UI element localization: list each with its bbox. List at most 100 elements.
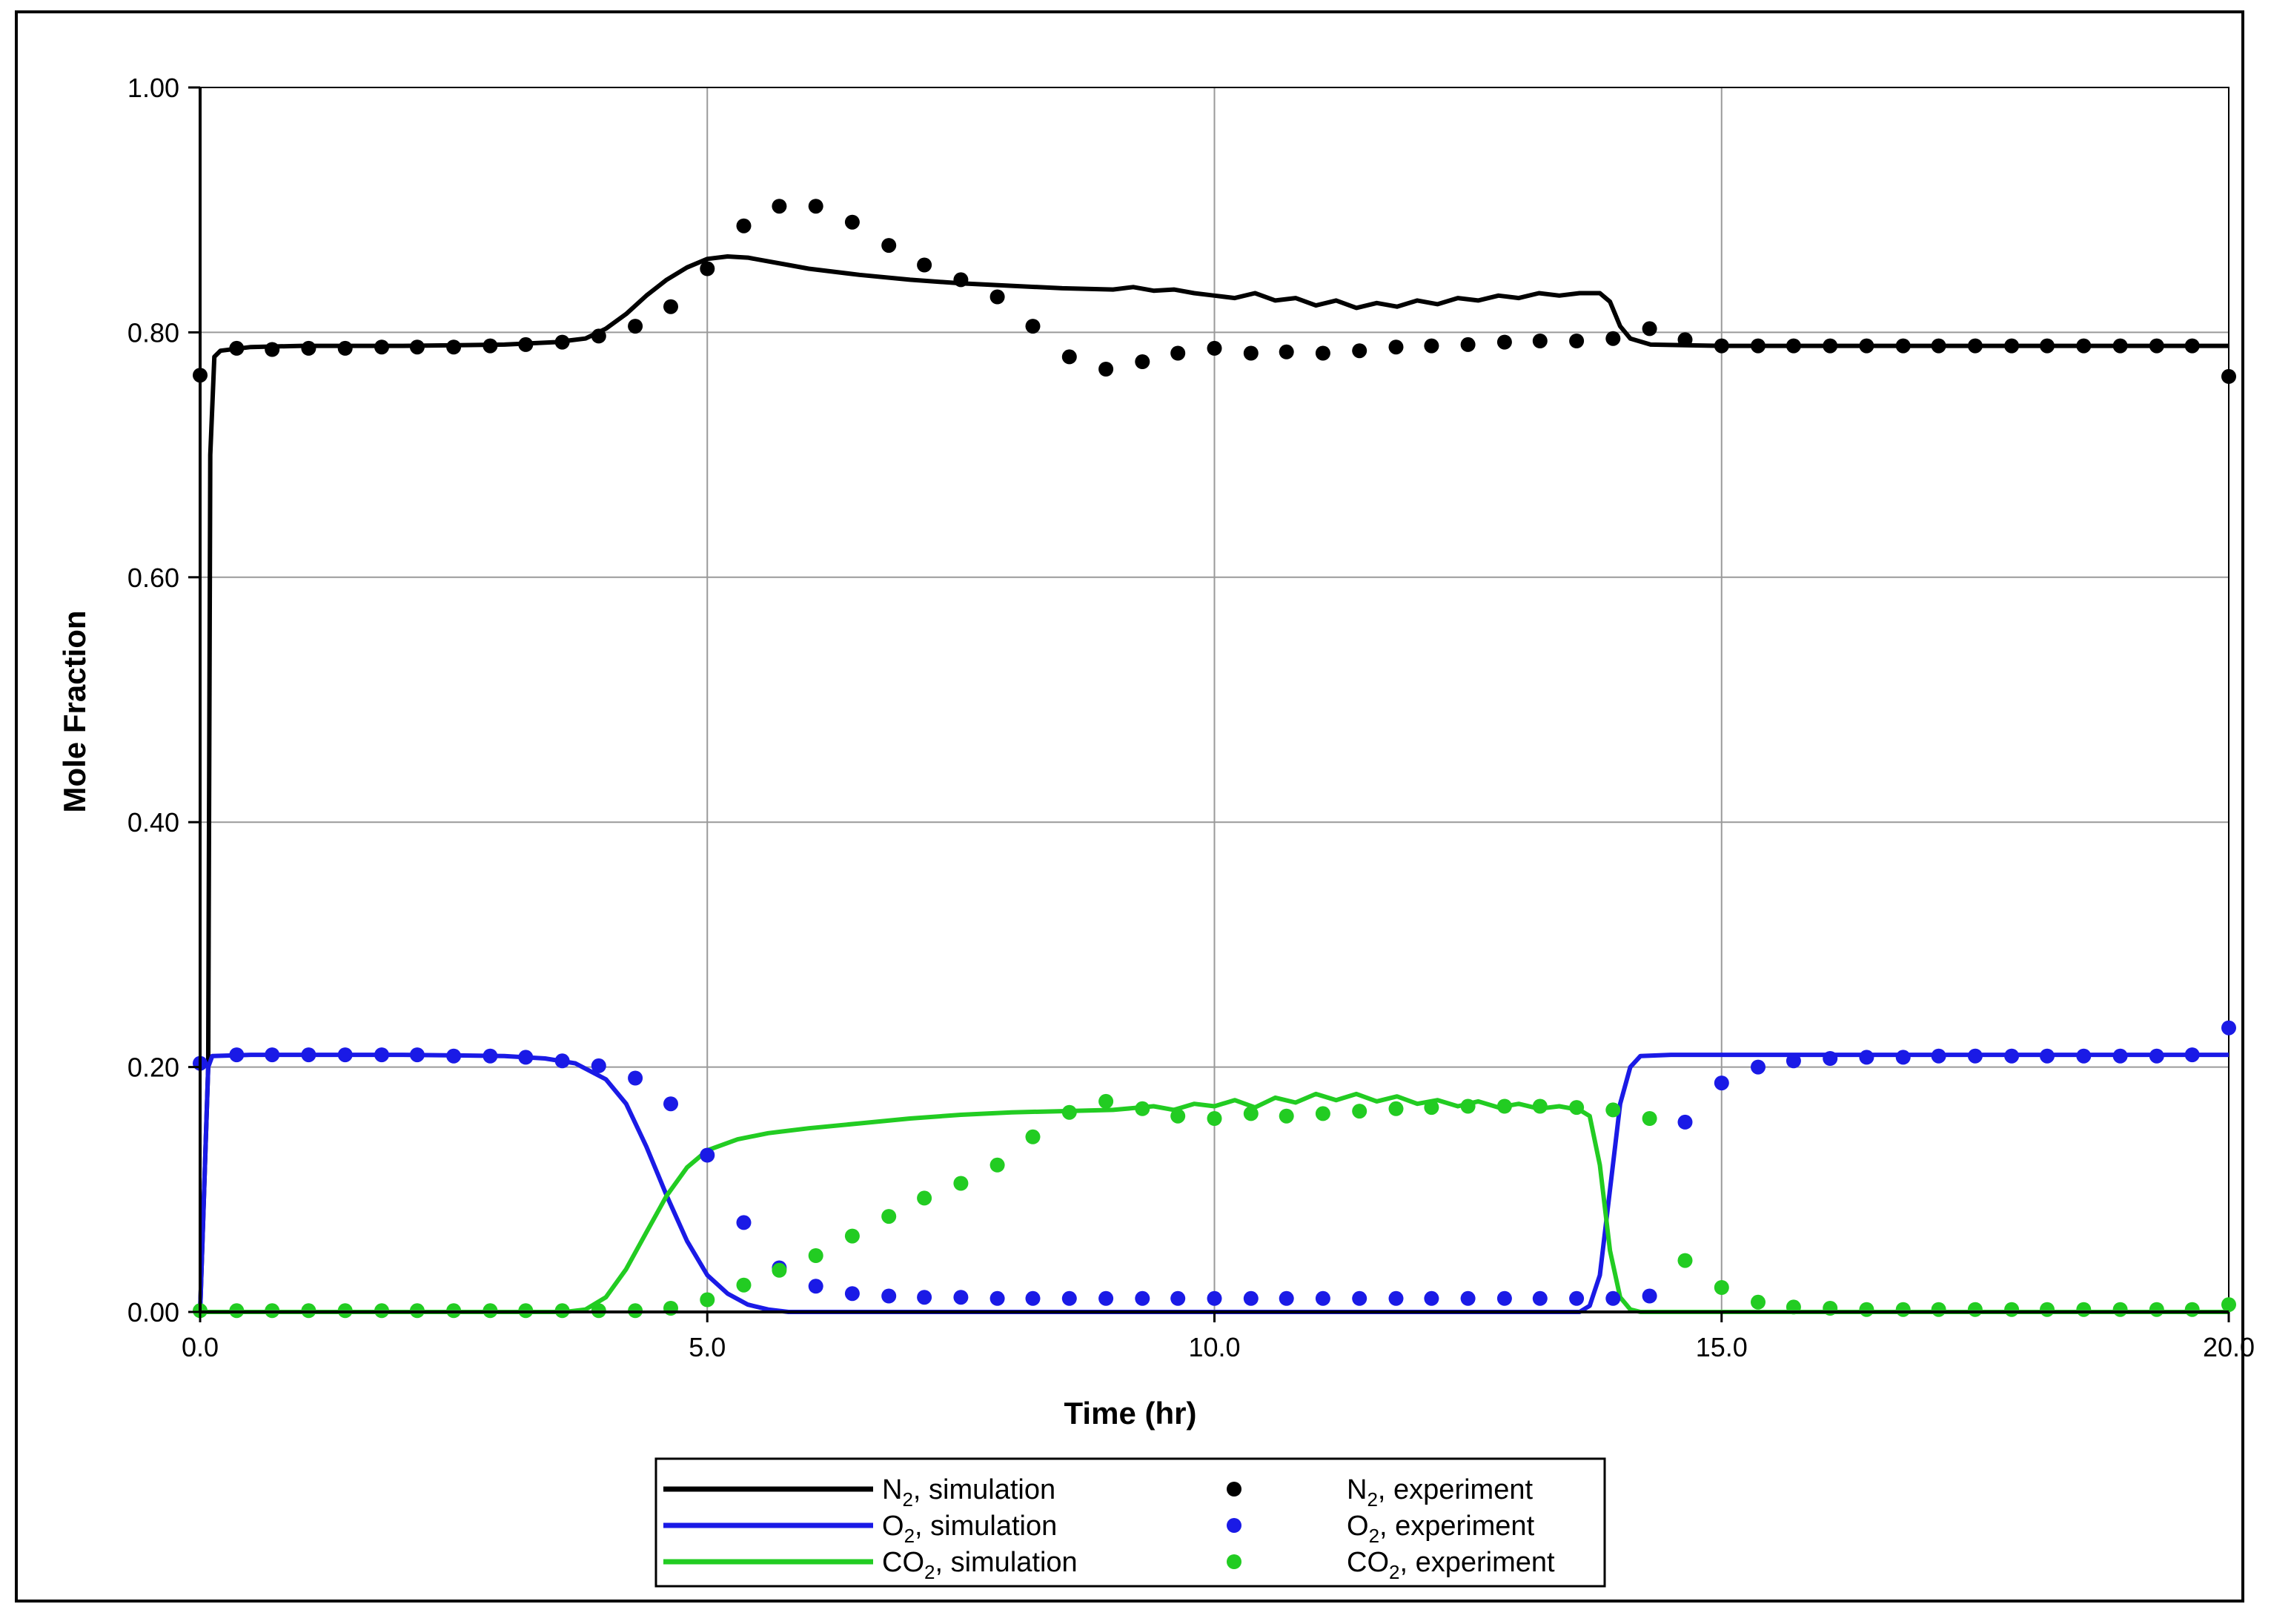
data-point-co2-experiment bbox=[917, 1190, 932, 1206]
data-point-n2-experiment bbox=[628, 319, 643, 334]
legend-label: CO2, simulation bbox=[882, 1547, 1078, 1583]
data-point-co2-experiment bbox=[1605, 1102, 1621, 1118]
y-tick-label: 1.00 bbox=[127, 73, 179, 103]
data-point-co2-experiment bbox=[844, 1228, 860, 1244]
data-point-n2-experiment bbox=[1751, 338, 1766, 354]
data-point-o2-experiment bbox=[1388, 1290, 1404, 1306]
data-point-o2-experiment bbox=[700, 1147, 715, 1163]
data-point-o2-experiment bbox=[2004, 1048, 2020, 1064]
data-point-o2-experiment bbox=[229, 1047, 245, 1063]
data-point-co2-experiment bbox=[1532, 1098, 1548, 1114]
data-point-n2-experiment bbox=[1061, 349, 1077, 365]
data-point-co2-experiment bbox=[1677, 1253, 1693, 1268]
data-point-co2-experiment bbox=[953, 1176, 969, 1191]
data-point-n2-experiment bbox=[1496, 334, 1512, 350]
data-point-o2-experiment bbox=[736, 1215, 752, 1230]
data-point-n2-experiment bbox=[2040, 338, 2055, 354]
data-point-n2-experiment bbox=[554, 334, 570, 350]
data-point-o2-experiment bbox=[628, 1070, 643, 1086]
data-point-n2-experiment bbox=[2149, 338, 2164, 354]
data-point-n2-experiment bbox=[2221, 368, 2236, 384]
data-point-o2-experiment bbox=[1605, 1290, 1621, 1306]
data-point-n2-experiment bbox=[409, 339, 425, 355]
data-point-co2-experiment bbox=[1931, 1302, 1946, 1317]
grid bbox=[200, 87, 2229, 1312]
axes: 0.0 5.0 10.0 15.0 20.0 0.00 0.20 0.40 0.60 0.80 1.… bbox=[127, 73, 2255, 1362]
data-point-co2-experiment bbox=[1424, 1100, 1439, 1116]
data-point-co2-experiment bbox=[1895, 1302, 1911, 1317]
data-point-o2-experiment bbox=[2040, 1048, 2055, 1064]
data-point-co2-experiment bbox=[1315, 1106, 1330, 1121]
data-point-o2-experiment bbox=[1823, 1051, 1838, 1066]
data-point-co2-experiment bbox=[1135, 1101, 1150, 1116]
data-point-o2-experiment bbox=[1532, 1290, 1548, 1306]
data-point-o2-experiment bbox=[1714, 1076, 1729, 1091]
data-point-n2-experiment bbox=[1677, 332, 1693, 348]
data-point-co2-experiment bbox=[2040, 1302, 2055, 1317]
legend-label: O2, simulation bbox=[882, 1511, 1057, 1547]
legend-dot-swatch bbox=[1227, 1518, 1241, 1533]
data-point-n2-experiment bbox=[1605, 331, 1621, 346]
series-layer bbox=[193, 199, 2236, 1319]
data-point-o2-experiment bbox=[337, 1047, 353, 1063]
x-tick-label: 5.0 bbox=[689, 1332, 726, 1362]
data-point-co2-experiment bbox=[989, 1157, 1005, 1173]
data-point-o2-experiment bbox=[554, 1053, 570, 1069]
data-point-n2-experiment bbox=[1859, 338, 1874, 354]
x-tick-label: 20.0 bbox=[2203, 1332, 2255, 1362]
data-point-co2-experiment bbox=[1061, 1104, 1077, 1120]
data-point-co2-experiment bbox=[736, 1277, 752, 1293]
series-line-n2-simulation bbox=[198, 254, 2229, 1313]
data-point-n2-experiment bbox=[1025, 319, 1041, 334]
data-point-o2-experiment bbox=[1207, 1290, 1222, 1306]
data-point-o2-experiment bbox=[1098, 1290, 1114, 1306]
data-point-o2-experiment bbox=[881, 1288, 897, 1304]
x-tick-label: 15.0 bbox=[1696, 1332, 1748, 1362]
data-point-n2-experiment bbox=[265, 342, 280, 357]
data-point-o2-experiment bbox=[989, 1290, 1005, 1306]
data-point-co2-experiment bbox=[2221, 1297, 2236, 1313]
y-tick-label: 0.80 bbox=[127, 317, 179, 348]
data-point-o2-experiment bbox=[1967, 1048, 1983, 1064]
data-point-n2-experiment bbox=[2004, 338, 2020, 354]
data-point-n2-experiment bbox=[1532, 334, 1548, 348]
data-point-n2-experiment bbox=[301, 340, 316, 356]
data-point-n2-experiment bbox=[2076, 338, 2092, 354]
data-point-co2-experiment bbox=[881, 1209, 897, 1224]
data-point-n2-experiment bbox=[1714, 338, 1729, 354]
data-point-co2-experiment bbox=[1279, 1108, 1294, 1124]
data-point-n2-experiment bbox=[1243, 345, 1259, 361]
data-point-o2-experiment bbox=[301, 1047, 316, 1063]
data-point-n2-experiment bbox=[1098, 362, 1114, 377]
data-point-o2-experiment bbox=[808, 1279, 823, 1294]
y-tick-label: 0.40 bbox=[127, 807, 179, 838]
data-point-n2-experiment bbox=[1135, 354, 1150, 369]
data-point-co2-experiment bbox=[772, 1262, 787, 1278]
data-point-o2-experiment bbox=[483, 1048, 498, 1064]
data-point-o2-experiment bbox=[1135, 1290, 1150, 1306]
data-point-o2-experiment bbox=[1170, 1290, 1186, 1306]
data-point-co2-experiment bbox=[1025, 1129, 1041, 1144]
data-point-o2-experiment bbox=[265, 1047, 280, 1063]
data-point-co2-experiment bbox=[1751, 1294, 1766, 1310]
data-point-n2-experiment bbox=[591, 328, 606, 344]
data-point-n2-experiment bbox=[1895, 338, 1911, 354]
legend-box bbox=[654, 1457, 1606, 1588]
data-point-o2-experiment bbox=[374, 1047, 389, 1063]
data-point-co2-experiment bbox=[1967, 1302, 1983, 1317]
data-point-co2-experiment bbox=[1496, 1098, 1512, 1114]
data-point-n2-experiment bbox=[1460, 337, 1476, 352]
data-point-o2-experiment bbox=[663, 1096, 678, 1112]
data-point-n2-experiment bbox=[736, 218, 752, 233]
data-point-o2-experiment bbox=[409, 1047, 425, 1063]
data-point-o2-experiment bbox=[1460, 1290, 1476, 1306]
data-point-o2-experiment bbox=[1025, 1290, 1041, 1306]
y-tick-label: 0.20 bbox=[127, 1053, 179, 1083]
data-point-n2-experiment bbox=[1352, 343, 1367, 359]
data-point-o2-experiment bbox=[917, 1290, 932, 1305]
data-point-o2-experiment bbox=[1315, 1290, 1330, 1306]
data-point-o2-experiment bbox=[1352, 1290, 1367, 1306]
x-axis-title: Time (hr) bbox=[1064, 1396, 1197, 1431]
data-point-n2-experiment bbox=[1207, 340, 1222, 356]
